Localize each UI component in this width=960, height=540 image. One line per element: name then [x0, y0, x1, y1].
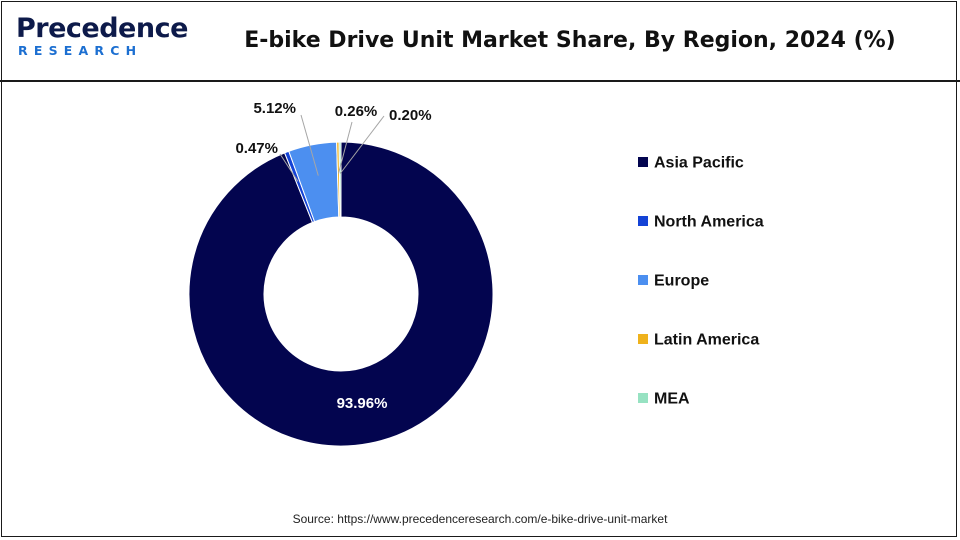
legend: Asia Pacific North America Europe Latin Ame… [638, 155, 764, 408]
source-note: Source: https://www.precedenceresearch.c… [292, 512, 668, 526]
legend-swatch-north-america [638, 216, 648, 226]
data-label-latin-america: 0.26% [335, 103, 378, 120]
precedence-research-logo: Precedence RESEARCH [16, 14, 188, 64]
legend-label-latin-america: Latin America [654, 332, 759, 349]
legend-label-north-america: North America [654, 214, 764, 231]
chart-title: E-bike Drive Unit Market Share, By Regio… [244, 28, 896, 53]
legend-item-asia-pacific: Asia Pacific [638, 155, 744, 172]
legend-item-europe: Europe [638, 273, 709, 290]
legend-label-mea: MEA [654, 391, 690, 408]
legend-swatch-asia-pacific [638, 157, 648, 167]
logo-subtitle: RESEARCH [18, 43, 143, 58]
leader-line-latin-america [338, 121, 353, 174]
header-divider [0, 80, 960, 82]
legend-swatch-europe [638, 275, 648, 285]
legend-label-europe: Europe [654, 273, 709, 290]
legend-item-north-america: North America [638, 214, 764, 231]
legend-label-asia-pacific: Asia Pacific [654, 155, 744, 172]
legend-item-mea: MEA [638, 391, 690, 408]
donut-slices [188, 141, 494, 447]
data-label-mea: 0.20% [389, 107, 432, 124]
header: Precedence RESEARCH E-bike Drive Unit Ma… [0, 0, 960, 80]
data-label-north-america: 0.47% [235, 140, 278, 157]
data-label-asia-pacific: 93.96% [337, 395, 388, 412]
legend-swatch-latin-america [638, 334, 648, 344]
donut-chart: 93.96% 0.47% 5.12% 0.26% 0.20% Asia Pacific N… [188, 100, 764, 447]
leader-lines [279, 114, 385, 182]
leader-line-north-america [279, 153, 299, 182]
leader-line-mea [339, 115, 385, 174]
data-labels: 93.96% 0.47% 5.12% 0.26% 0.20% [235, 100, 431, 412]
data-label-europe: 5.12% [253, 100, 296, 117]
logo-wordmark: Precedence [16, 13, 188, 44]
legend-swatch-mea [638, 393, 648, 403]
slice-asia-pacific [188, 141, 494, 447]
leader-line-europe [300, 114, 319, 176]
slice-mea [338, 141, 342, 218]
legend-item-latin-america: Latin America [638, 332, 759, 349]
